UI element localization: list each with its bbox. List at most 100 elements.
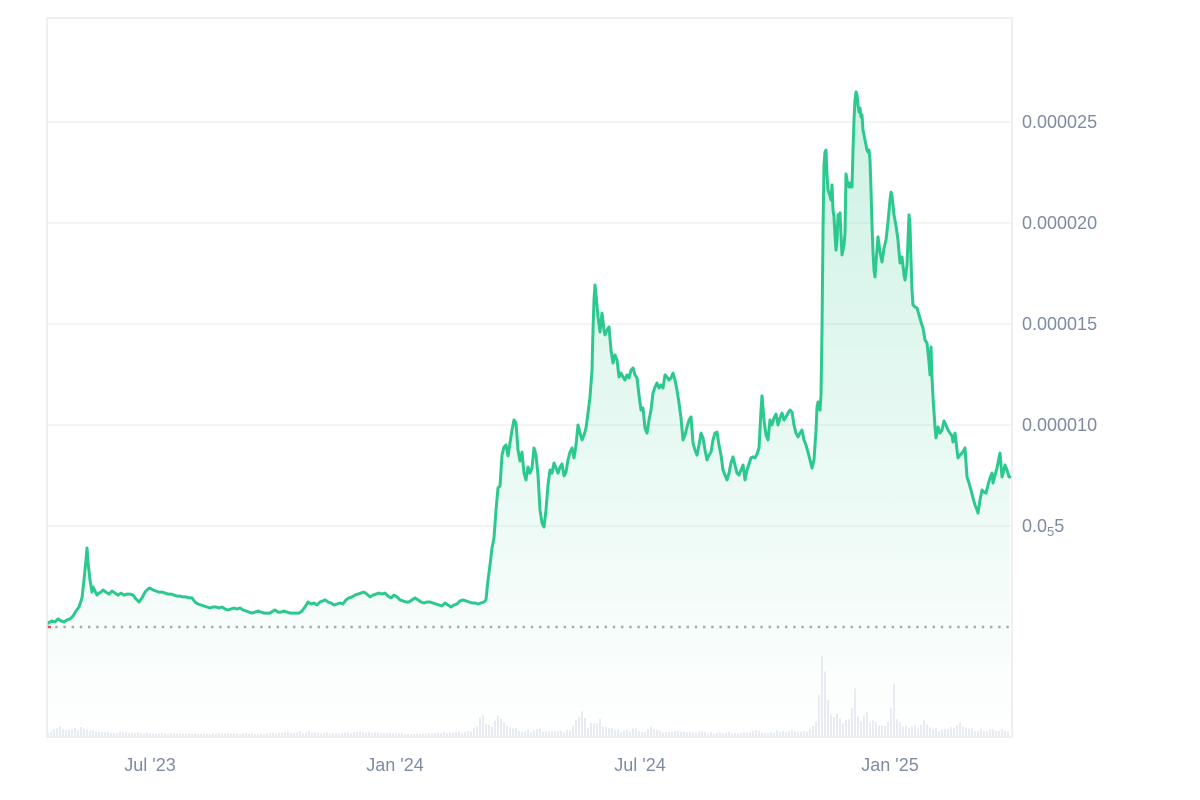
volume-bar — [323, 733, 325, 736]
volume-bar — [347, 732, 349, 736]
volume-bar — [707, 733, 709, 736]
volume-bar — [299, 731, 301, 736]
volume-bar — [944, 729, 946, 736]
volume-bar — [611, 728, 613, 736]
y-axis-tick-label: 0.000015 — [1022, 313, 1097, 335]
volume-bar — [623, 730, 625, 736]
volume-bar — [644, 731, 646, 736]
volume-bar — [755, 729, 757, 736]
volume-bar — [998, 730, 1000, 736]
volume-bar — [713, 733, 715, 736]
volume-bar — [374, 732, 376, 736]
volume-bar — [197, 734, 199, 736]
volume-bar — [1007, 731, 1009, 736]
volume-bar — [914, 725, 916, 736]
volume-bar — [290, 732, 292, 736]
plot-border — [46, 17, 1013, 738]
volume-bar — [392, 733, 394, 736]
volume-bar — [578, 716, 580, 736]
volume-bar — [773, 732, 775, 736]
volume-bar — [845, 719, 847, 736]
volume-bar — [782, 731, 784, 736]
volume-bar — [536, 729, 538, 736]
volume-bar — [815, 721, 817, 736]
plot-area[interactable] — [47, 90, 1013, 736]
volume-bar — [674, 730, 676, 736]
volume-bar — [239, 734, 241, 736]
volume-bar — [797, 731, 799, 736]
volume-bar — [584, 718, 586, 736]
volume-bar — [266, 733, 268, 736]
volume-bar — [236, 733, 238, 736]
tick-text: 0.000010 — [1022, 415, 1098, 435]
price-line — [47, 90, 1012, 626]
volume-bar — [404, 734, 406, 736]
volume-bar — [176, 733, 178, 736]
volume-bar — [302, 733, 304, 736]
volume-bar — [335, 733, 337, 736]
volume-bar — [752, 730, 754, 736]
volume-bar — [638, 731, 640, 736]
volume-bar — [905, 725, 907, 736]
volume-bar — [182, 733, 184, 736]
volume-bar — [872, 720, 874, 736]
tick-text: 0.000015 — [1022, 314, 1098, 334]
volume-bar — [614, 729, 616, 736]
volume-bar — [602, 726, 604, 736]
volume-bar — [911, 726, 913, 736]
volume-bar — [842, 723, 844, 736]
volume-bar — [647, 729, 649, 736]
volume-bar — [803, 730, 805, 736]
volume-bar — [974, 731, 976, 736]
volume-bar — [479, 717, 481, 736]
volume-bar — [62, 729, 64, 736]
volume-bar — [830, 714, 832, 736]
volume-bar — [452, 732, 454, 736]
volume-bar — [152, 733, 154, 736]
volume-bar — [836, 713, 838, 736]
volume-bar — [401, 733, 403, 736]
volume-bar — [503, 722, 505, 736]
volume-bar — [896, 719, 898, 736]
volume-bar — [851, 708, 853, 736]
volume-bar — [161, 732, 163, 736]
volume-bar — [506, 725, 508, 736]
volume-bar — [668, 731, 670, 736]
volume-bar — [422, 733, 424, 736]
volume-bar — [833, 716, 835, 736]
volume-bar — [416, 733, 418, 736]
volume-bar — [137, 732, 139, 736]
volume-bar — [821, 656, 823, 736]
volume-bar — [863, 715, 865, 736]
volume-bar — [881, 725, 883, 736]
volume-bar — [800, 731, 802, 736]
volume-bar — [383, 733, 385, 736]
volume-bar — [101, 731, 103, 736]
volume-bar — [920, 724, 922, 736]
volume-bar — [305, 732, 307, 736]
volume-bar — [326, 732, 328, 736]
volume-bar — [992, 729, 994, 736]
volume-bar — [875, 721, 877, 736]
volume-bar — [572, 725, 574, 736]
volume-bar — [899, 722, 901, 736]
volume-bar — [518, 730, 520, 736]
volume-bar — [764, 732, 766, 736]
volume-bar — [923, 720, 925, 736]
volume-bar — [701, 731, 703, 736]
volume-bar — [254, 734, 256, 736]
volume-bar — [149, 733, 151, 736]
volume-bar — [443, 732, 445, 736]
volume-bar — [167, 734, 169, 736]
volume-bar — [371, 732, 373, 736]
volume-bar — [785, 732, 787, 736]
volume-bar — [626, 729, 628, 736]
volume-bar — [917, 728, 919, 736]
volume-bar — [395, 733, 397, 736]
volume-bars — [47, 656, 1009, 736]
volume-bar — [983, 731, 985, 736]
volume-bar — [530, 732, 532, 736]
volume-bar — [257, 733, 259, 736]
volume-bar — [260, 733, 262, 736]
